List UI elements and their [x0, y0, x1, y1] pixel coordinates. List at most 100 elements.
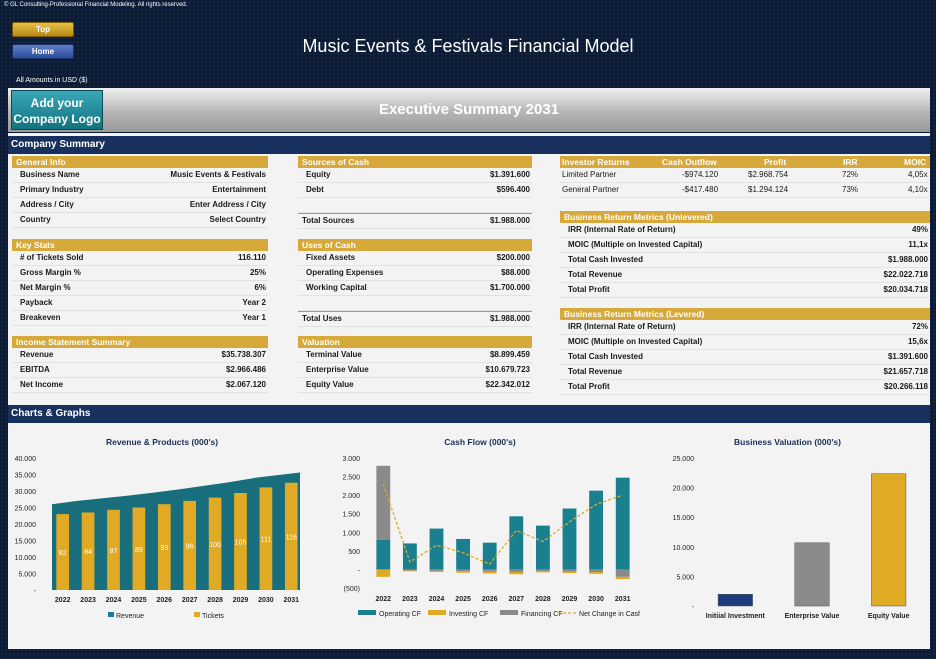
y-tick-label: 500: [348, 549, 360, 556]
col-header: MOIC: [904, 157, 927, 167]
y-tick-label: 2.000: [342, 493, 360, 500]
cell: 72%: [842, 170, 859, 179]
operating-cf-bar: [589, 490, 604, 570]
cell: General Partner: [562, 185, 619, 194]
y-tick-label: 5.000: [18, 572, 36, 579]
company-logo-placeholder[interactable]: Add your Company Logo: [11, 90, 103, 130]
company-summary-header: Company Summary: [8, 136, 930, 154]
row-label: Total Uses: [302, 314, 342, 323]
income-summary-panel: Income Statement Summary Revenue $35.738.…: [12, 336, 268, 393]
financing-cf-bar: [376, 465, 391, 540]
x-tick-label: 2029: [562, 596, 578, 603]
row-value: 6%: [254, 283, 266, 292]
legend-tickets-label: Tickets: [202, 613, 224, 620]
table-row: Limited Partner -$974.120 $2.968.754 72%…: [560, 168, 930, 183]
valuation-bar: [794, 542, 830, 607]
x-tick-label: 2031: [615, 596, 631, 603]
tickets-bar: [107, 509, 120, 590]
row-value: $21.657.718: [883, 367, 929, 376]
x-tick-label: 2023: [80, 597, 96, 604]
net-change-line: [382, 483, 623, 566]
financing-cf-bar: [402, 569, 417, 571]
tickets-data-label: 82: [59, 550, 67, 557]
row-label: Terminal Value: [306, 350, 362, 359]
legend-swatch: [500, 610, 518, 615]
investing-cf-bar: [456, 571, 471, 573]
top-button[interactable]: Top: [12, 22, 74, 37]
valuation-title: Valuation: [298, 336, 532, 348]
y-tick-label: -: [34, 588, 37, 595]
revenue-chart: - 5.000 10.000 15.000 20.000 25.000 30.000 35.0…: [15, 456, 302, 620]
valuation-bar: [717, 593, 753, 607]
x-tick-label: 2026: [482, 596, 498, 603]
levered-metrics-panel: Business Return Metrics (Levered) IRR (I…: [560, 308, 930, 395]
x-tick-label: 2022: [376, 596, 392, 603]
cell: 4,10x: [908, 185, 928, 194]
tickets-data-label: 111: [261, 537, 272, 544]
operating-cf-bar: [535, 525, 550, 570]
address-input[interactable]: Enter Address / City: [189, 200, 266, 209]
legend-swatch: [358, 610, 376, 615]
x-tick-label: Enterprise Value: [785, 613, 840, 620]
financing-cf-bar: [456, 569, 471, 572]
cell: 73%: [842, 185, 859, 194]
y-tick-label: 1.500: [342, 512, 360, 519]
row-label: IRR (Internal Rate of Return): [568, 225, 676, 234]
row-value: $10.679.723: [485, 365, 531, 374]
operating-cf-bar: [376, 539, 391, 570]
financing-cf-bar: [562, 569, 577, 572]
row-label: Total Sources: [302, 216, 355, 225]
y-tick-label: 20.000: [15, 522, 37, 529]
row-label: Payback: [20, 298, 53, 307]
table-row: General Partner -$417.480 $1.294.124 73%…: [560, 183, 930, 198]
row-label: MOIC (Multiple on Invested Capital): [568, 240, 703, 249]
legend-revenue-label: Revenue: [116, 613, 144, 620]
row-label: Revenue: [20, 350, 54, 359]
y-tick-label: 15.000: [673, 515, 695, 522]
executive-summary-title: Executive Summary 2031: [378, 101, 560, 118]
x-tick-label: 2031: [284, 597, 300, 604]
row-value: Year 1: [242, 313, 266, 322]
row-label: Net Income: [20, 380, 64, 389]
cell: -$417.480: [682, 185, 719, 194]
row-label: Gross Margin %: [20, 268, 81, 277]
country-select[interactable]: Select Country: [209, 215, 266, 224]
y-tick-label: 3.000: [342, 456, 360, 463]
row-value: Year 2: [242, 298, 266, 307]
operating-cf-bar: [562, 508, 577, 570]
income-summary-title: Income Statement Summary: [12, 336, 268, 348]
row-label: Operating Expenses: [306, 268, 384, 277]
investing-cf-bar: [402, 570, 417, 572]
financing-cf-bar: [589, 569, 604, 573]
row-label: Equity: [306, 170, 331, 179]
valuation-panel: Valuation Terminal Value $8.899.459 Enter…: [298, 336, 532, 393]
legend-label: Operating CF: [379, 611, 421, 618]
row-value: $20.034.718: [883, 285, 929, 294]
row-label: Total Profit: [568, 285, 610, 294]
tickets-data-label: 105: [235, 539, 247, 546]
investing-cf-bar: [589, 572, 604, 574]
cell: 4,05x: [908, 170, 928, 179]
row-label: Total Cash Invested: [568, 255, 643, 264]
row-value: 11,1x: [908, 240, 928, 249]
y-tick-label: 5.000: [676, 574, 694, 581]
tickets-data-label: 100: [209, 542, 221, 549]
tickets-bar: [208, 497, 222, 590]
legend-tickets-swatch: [194, 612, 200, 617]
tickets-data-label: 87: [110, 548, 118, 555]
y-tick-label: -: [692, 604, 695, 611]
copyright-notice: © GL Consulting-Professional Financial M…: [4, 2, 188, 8]
row-label: Country: [20, 215, 51, 224]
tickets-bar: [157, 504, 171, 590]
row-value: $1.391.600: [489, 170, 530, 179]
row-label: Net Margin %: [20, 283, 71, 292]
cell: $1.294.124: [748, 185, 789, 194]
valuation-chart: - 5.000 10.000 15.000 20.000 25.000 Initiial I…: [673, 456, 910, 620]
x-tick-label: 2026: [157, 597, 173, 604]
home-button[interactable]: Home: [12, 44, 74, 59]
y-tick-label: 15.000: [15, 539, 37, 546]
row-value: $8.899.459: [489, 350, 530, 359]
row-value: $2.966.486: [225, 365, 266, 374]
row-value: $596.400: [496, 185, 530, 194]
x-tick-label: 2024: [106, 597, 122, 604]
